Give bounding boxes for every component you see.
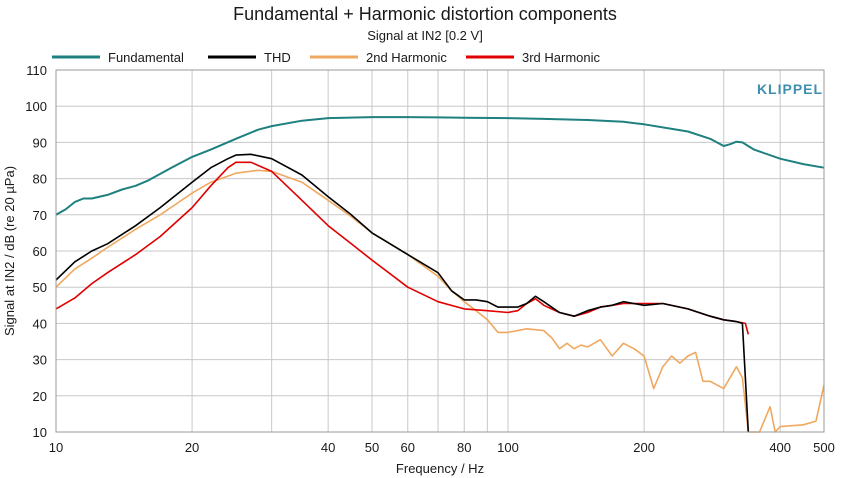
klippel-logo: KLIPPEL [757,81,823,97]
x-tick-label: 200 [633,440,655,455]
x-tick-label: 10 [49,440,63,455]
x-tick-label: 40 [321,440,335,455]
x-tick-label: 100 [497,440,519,455]
series-line-thd [55,153,750,433]
legend-label-fundamental: Fundamental [108,50,184,65]
y-tick-label: 70 [33,208,47,223]
y-tick-label: 110 [26,63,47,78]
y-tick-label: 30 [33,353,47,368]
y-tick-label: 60 [33,244,47,259]
y-tick-label: 10 [33,425,47,440]
series-line-2nd-harmonic [55,169,825,433]
legend-label-2nd-harmonic: 2nd Harmonic [366,50,447,65]
x-axis-ticks: 10 20 40 50 60 80 100 200 400 500 [49,440,835,455]
chart-subtitle: Signal at IN2 [0.2 V] [367,28,483,43]
y-tick-label: 90 [33,135,47,150]
x-tick-label: 400 [769,440,791,455]
y-tick-label: 20 [33,389,47,404]
y-axis-ticks: 10 20 30 40 50 60 70 80 90 100 110 [25,63,47,440]
series-layer [55,116,825,433]
x-tick-label: 80 [457,440,471,455]
y-axis-title: Signal at IN2 / dB (re 20 µPa) [2,166,17,336]
x-tick-label: 50 [365,440,379,455]
x-axis-title: Frequency / Hz [396,461,484,476]
x-tick-label: 500 [813,440,835,455]
series-line-fundamental [55,116,825,216]
y-tick-label: 80 [33,172,47,187]
legend-label-3rd-harmonic: 3rd Harmonic [522,50,601,65]
x-tick-label: 60 [401,440,415,455]
x-tick-label: 20 [185,440,199,455]
klippel-logo-text: KLIPPEL [757,81,823,97]
y-tick-label: 40 [33,316,47,331]
y-tick-label: 50 [33,280,47,295]
legend-label-thd: THD [264,50,291,65]
grid [55,69,825,433]
legend: Fundamental THD 2nd Harmonic 3rd Harmonic [52,50,601,65]
y-tick-label: 100 [25,99,47,114]
chart-title: Fundamental + Harmonic distortion compon… [233,4,617,24]
plot-area-frame [55,69,825,433]
